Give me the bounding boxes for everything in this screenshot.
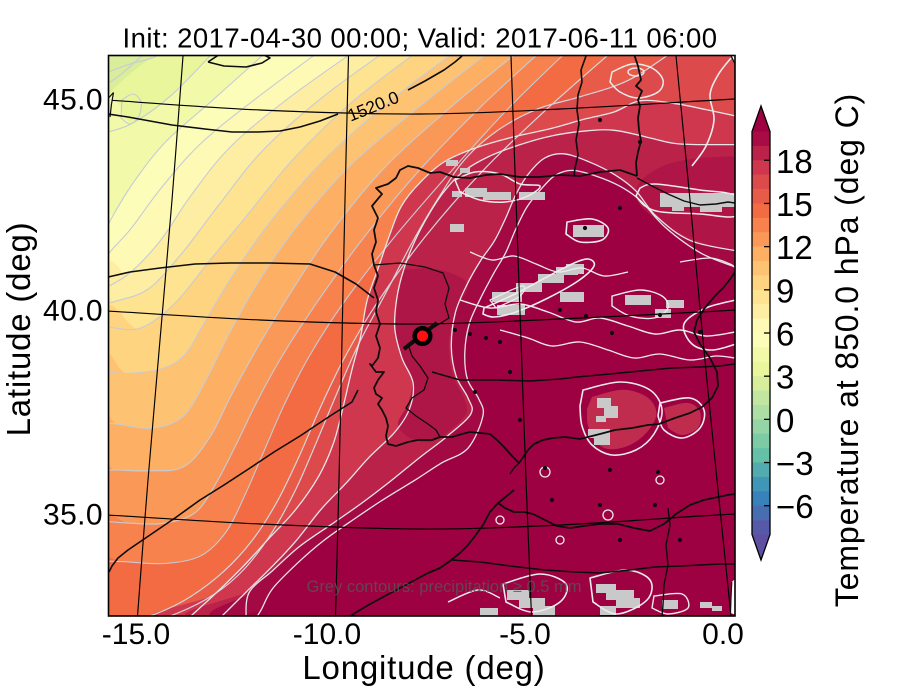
svg-text:-5.0: -5.0: [499, 618, 551, 651]
svg-text:15: 15: [776, 186, 813, 223]
svg-text:12: 12: [776, 229, 813, 266]
svg-text:-10.0: -10.0: [293, 618, 361, 651]
svg-text:Latitude (deg): Latitude (deg): [0, 222, 37, 437]
svg-text:3: 3: [776, 359, 794, 396]
svg-text:45.0: 45.0: [43, 84, 103, 117]
svg-text:40.0: 40.0: [43, 295, 103, 328]
svg-text:35.0: 35.0: [43, 499, 103, 532]
svg-text:0: 0: [776, 402, 794, 439]
svg-text:−6: −6: [776, 488, 814, 525]
svg-text:Grey contours: precipitation ≥: Grey contours: precipitation ≥ 0.5 mm: [307, 578, 582, 596]
svg-text:6: 6: [776, 316, 794, 353]
svg-text:Longitude (deg): Longitude (deg): [302, 649, 545, 686]
svg-text:0.0: 0.0: [702, 618, 744, 651]
svg-text:9: 9: [776, 272, 794, 309]
svg-text:-15.0: -15.0: [102, 618, 170, 651]
svg-text:Temperature at 850.0 hPa (deg: Temperature at 850.0 hPa (deg C): [829, 93, 865, 607]
svg-text:Init: 2017-04-30 00:00; Valid:: Init: 2017-04-30 00:00; Valid: 2017-06-1…: [123, 23, 718, 54]
svg-text:18: 18: [776, 143, 813, 180]
svg-text:−3: −3: [776, 445, 814, 482]
